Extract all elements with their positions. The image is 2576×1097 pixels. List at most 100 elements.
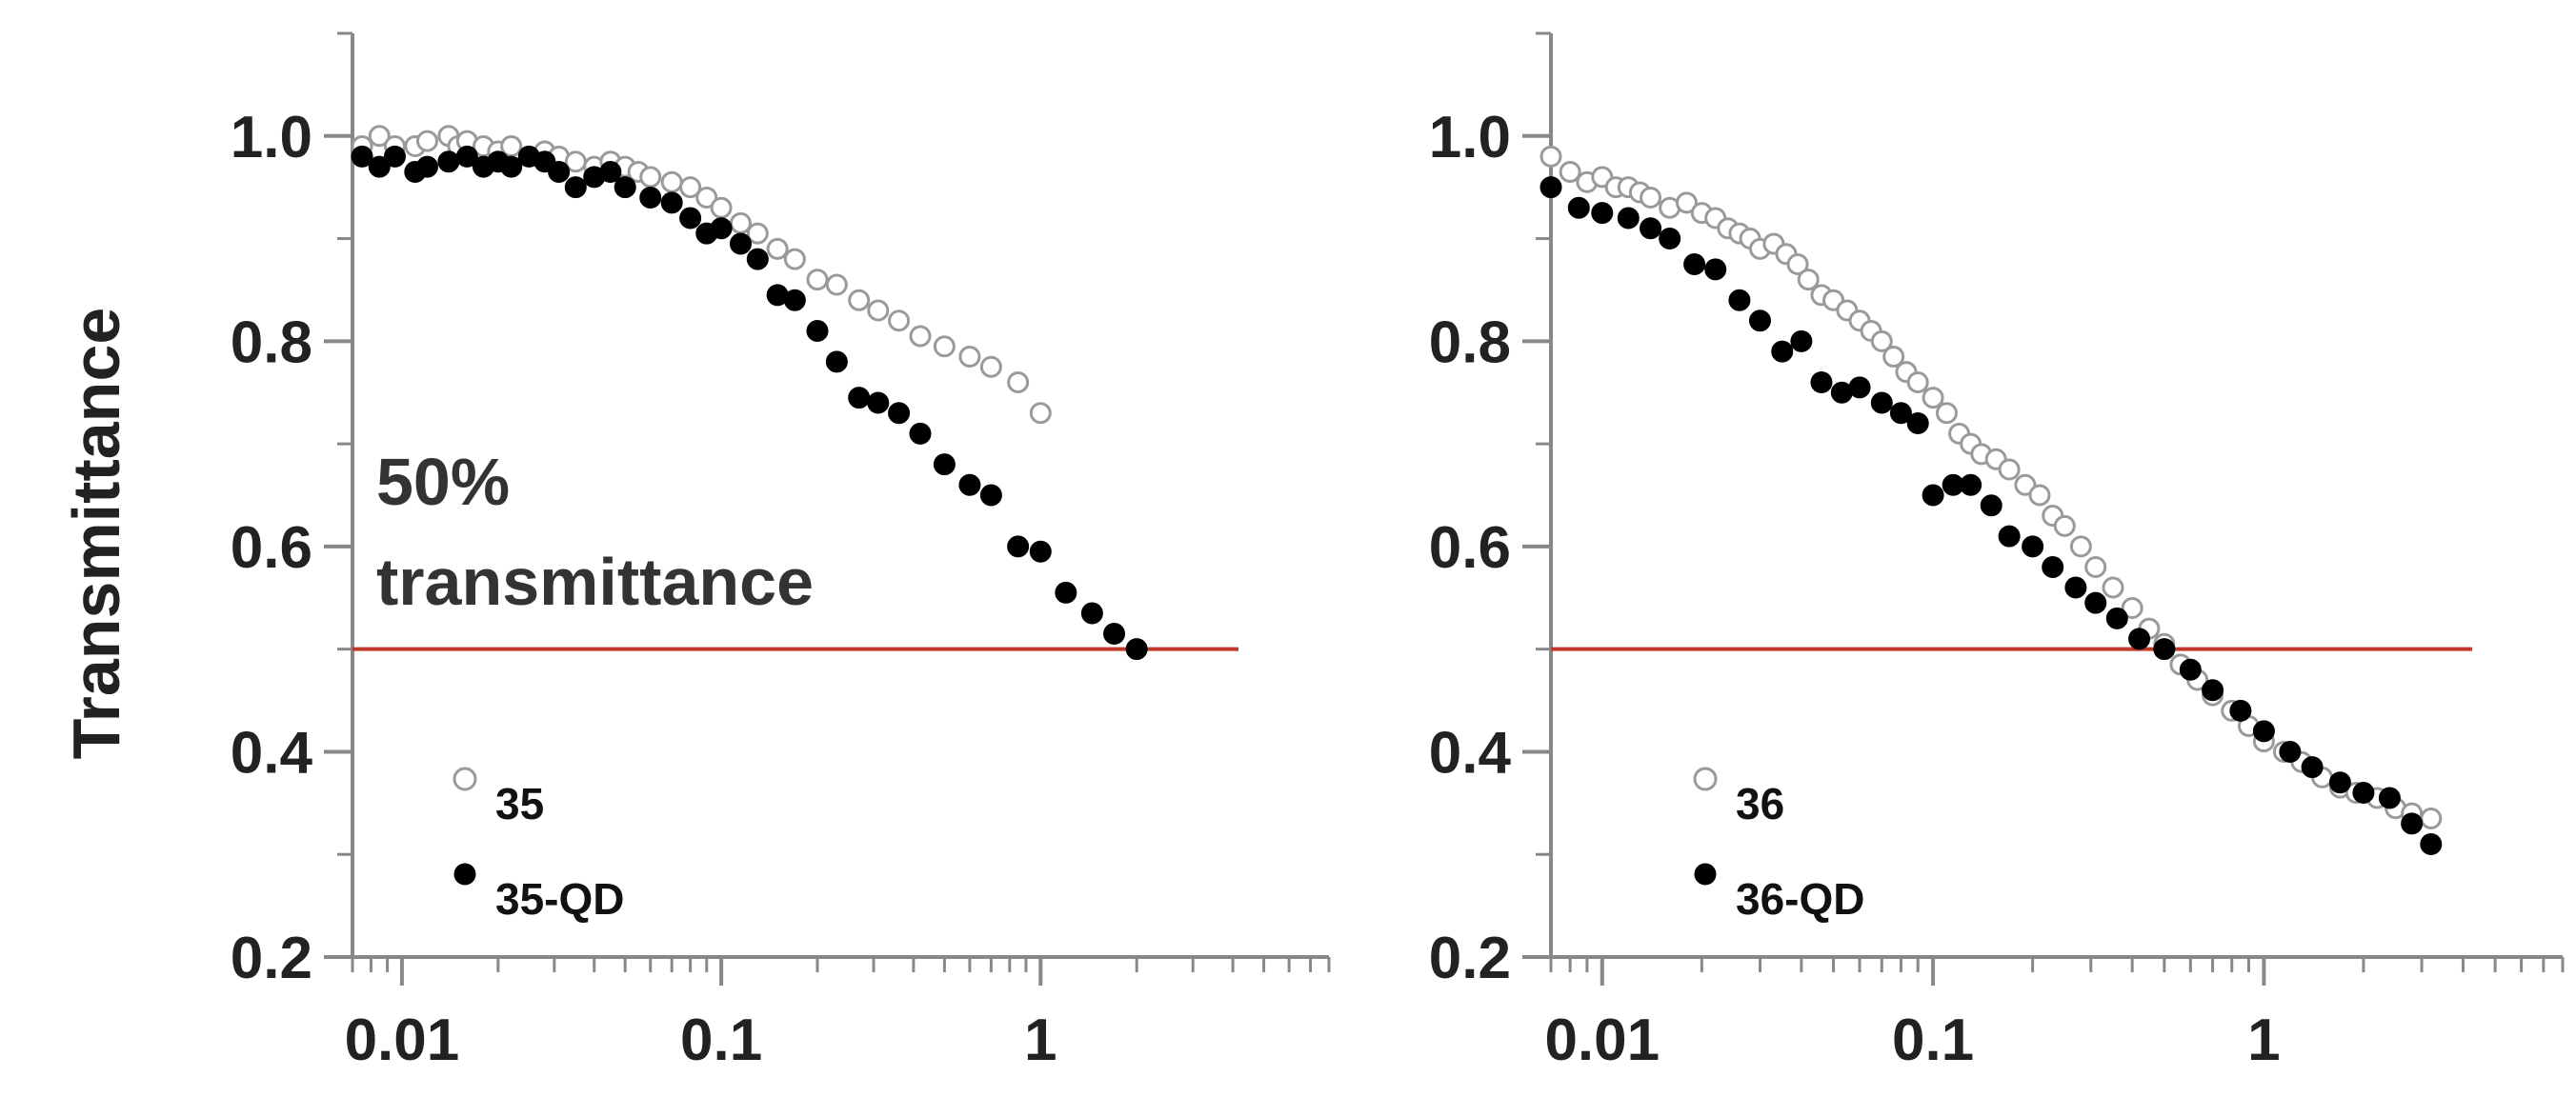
- data-point-filled: [783, 289, 806, 311]
- data-point-open: [2014, 473, 2037, 496]
- data-point-filled: [2328, 771, 2351, 794]
- data-point-filled: [2128, 628, 2151, 650]
- data-point-open: [825, 273, 848, 296]
- data-point-filled: [351, 145, 373, 168]
- data-point-filled: [746, 248, 769, 270]
- data-point-filled: [1617, 207, 1640, 229]
- data-point-filled: [2022, 535, 2044, 558]
- data-point-filled: [2401, 812, 2424, 835]
- data-point-filled: [2252, 720, 2275, 743]
- x-tick-label: 0.01: [345, 1007, 460, 1073]
- data-point-filled: [1640, 217, 1662, 240]
- data-point-open: [909, 325, 932, 348]
- data-point-filled: [2179, 658, 2202, 681]
- data-point-filled: [1790, 329, 1813, 352]
- legend-marker: [1694, 863, 1717, 886]
- data-point-filled: [415, 155, 438, 178]
- data-point-open: [729, 211, 752, 234]
- data-point-open: [783, 248, 806, 270]
- data-point-filled: [848, 387, 871, 409]
- x-tick-label: 0.01: [1544, 1007, 1660, 1073]
- data-point-filled: [958, 473, 981, 496]
- data-point-filled: [909, 422, 932, 445]
- annotation-text: transmittance: [376, 545, 814, 619]
- data-point-filled: [2153, 638, 2176, 661]
- data-point-filled: [455, 145, 478, 168]
- data-point-filled: [1591, 202, 1614, 225]
- data-point-open: [746, 222, 769, 245]
- data-point-filled: [1103, 623, 1126, 645]
- data-point-open: [958, 346, 981, 368]
- data-point-filled: [2202, 679, 2224, 702]
- data-point-open: [979, 355, 1002, 378]
- data-point-filled: [1922, 484, 1944, 507]
- data-point-filled: [806, 320, 829, 343]
- data-point-filled: [1007, 535, 1030, 558]
- data-point-filled: [2352, 782, 2375, 805]
- data-point-open: [679, 176, 702, 199]
- legend-label: 36: [1736, 779, 1784, 828]
- data-point-open: [368, 125, 391, 148]
- data-point-open: [1675, 191, 1698, 214]
- legend-label: 35-QD: [495, 874, 624, 924]
- y-tick-label: 1.0: [1429, 105, 1511, 170]
- y-tick-label: 0.2: [1429, 926, 1511, 991]
- data-point-open: [639, 166, 662, 189]
- data-point-filled: [710, 217, 733, 240]
- legend-marker: [453, 767, 477, 791]
- data-point-open: [710, 196, 733, 219]
- data-point-filled: [1980, 494, 2002, 517]
- data-point-filled: [1960, 473, 1982, 496]
- data-point-filled: [1125, 638, 1148, 661]
- data-point-open: [867, 299, 890, 322]
- data-point-filled: [2420, 832, 2443, 855]
- x-tick-label: 0.1: [680, 1007, 762, 1073]
- y-tick-label: 0.8: [1429, 309, 1511, 375]
- data-point-open: [1935, 402, 1958, 425]
- data-point-filled: [1567, 196, 1590, 219]
- data-point-filled: [1683, 253, 1706, 275]
- x-tick-label: 1: [1024, 1007, 1057, 1073]
- data-point-filled: [639, 186, 662, 209]
- data-point-filled: [2279, 740, 2302, 763]
- data-point-filled: [1704, 258, 1727, 281]
- data-point-filled: [2229, 699, 2252, 722]
- data-point-filled: [2301, 756, 2324, 779]
- y-tick-label: 0.8: [231, 309, 312, 375]
- data-point-filled: [2084, 591, 2107, 614]
- data-point-filled: [1998, 525, 2021, 548]
- data-point-filled: [2105, 607, 2128, 629]
- y-tick-label: 1.0: [231, 105, 312, 170]
- data-point-filled: [1870, 391, 1893, 414]
- data-point-open: [1559, 161, 1581, 183]
- data-point-filled: [825, 350, 848, 373]
- y-tick-label: 0.4: [1429, 720, 1512, 786]
- data-point-open: [500, 135, 523, 158]
- data-point-filled: [1080, 602, 1103, 625]
- data-point-filled: [368, 155, 391, 178]
- data-point-filled: [1889, 402, 1912, 425]
- data-point-filled: [2064, 576, 2087, 599]
- data-point-open: [1998, 458, 2021, 481]
- data-point-open: [848, 289, 871, 311]
- data-point-open: [2028, 484, 2051, 507]
- data-point-open: [1922, 387, 1944, 409]
- data-point-open: [695, 186, 718, 209]
- chart-panel-right: 0.2 0.4 0.6 0.8 1.0 0.01 0.1 1 36 36-QD: [1429, 31, 2565, 1073]
- data-point-filled: [1029, 540, 1052, 563]
- data-point-filled: [1810, 370, 1833, 393]
- data-point-open: [933, 335, 956, 358]
- data-point-open: [2053, 514, 2076, 537]
- data-point-filled: [1848, 376, 1871, 399]
- data-point-open: [888, 309, 911, 332]
- data-point-open: [2121, 597, 2143, 620]
- data-point-filled: [2378, 787, 2401, 809]
- x-tick-label: 1: [2247, 1007, 2280, 1073]
- y-axis-label: Transmittance: [59, 308, 133, 760]
- data-point-filled: [2042, 555, 2064, 578]
- data-point-filled: [564, 176, 587, 199]
- data-point-filled: [1748, 309, 1771, 332]
- data-point-filled: [867, 391, 890, 414]
- legend-label: 35: [495, 779, 544, 828]
